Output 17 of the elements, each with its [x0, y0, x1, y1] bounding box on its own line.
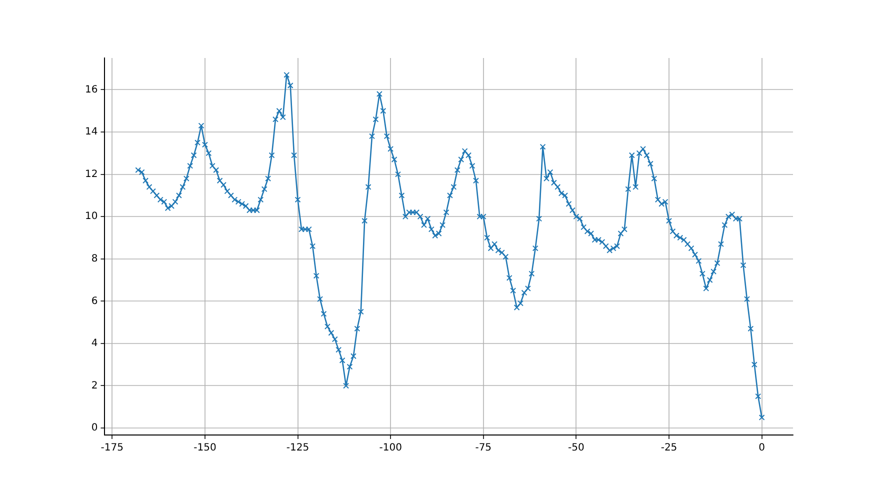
y-tick-label: 16 [84, 84, 98, 96]
x-tick-label: -75 [475, 442, 492, 454]
y-tick-label: 10 [84, 211, 98, 222]
y-tick-label: 0 [91, 422, 98, 434]
y-tick-label: 14 [84, 126, 98, 138]
x-tick-label: -50 [568, 442, 584, 454]
y-tick-label: 2 [91, 380, 98, 392]
y-tick-label: 12 [84, 168, 98, 180]
x-tick-label: -100 [379, 442, 402, 454]
y-tick-label: 6 [91, 296, 98, 307]
x-tick-label: 0 [758, 442, 766, 454]
x-tick-label: -25 [660, 442, 678, 454]
y-tick-label: 4 [91, 338, 98, 350]
x-tick-label: -125 [286, 442, 310, 454]
x-tick-label: -175 [100, 442, 124, 454]
x-tick-label: -150 [194, 442, 216, 454]
y-tick-label: 8 [91, 253, 98, 264]
